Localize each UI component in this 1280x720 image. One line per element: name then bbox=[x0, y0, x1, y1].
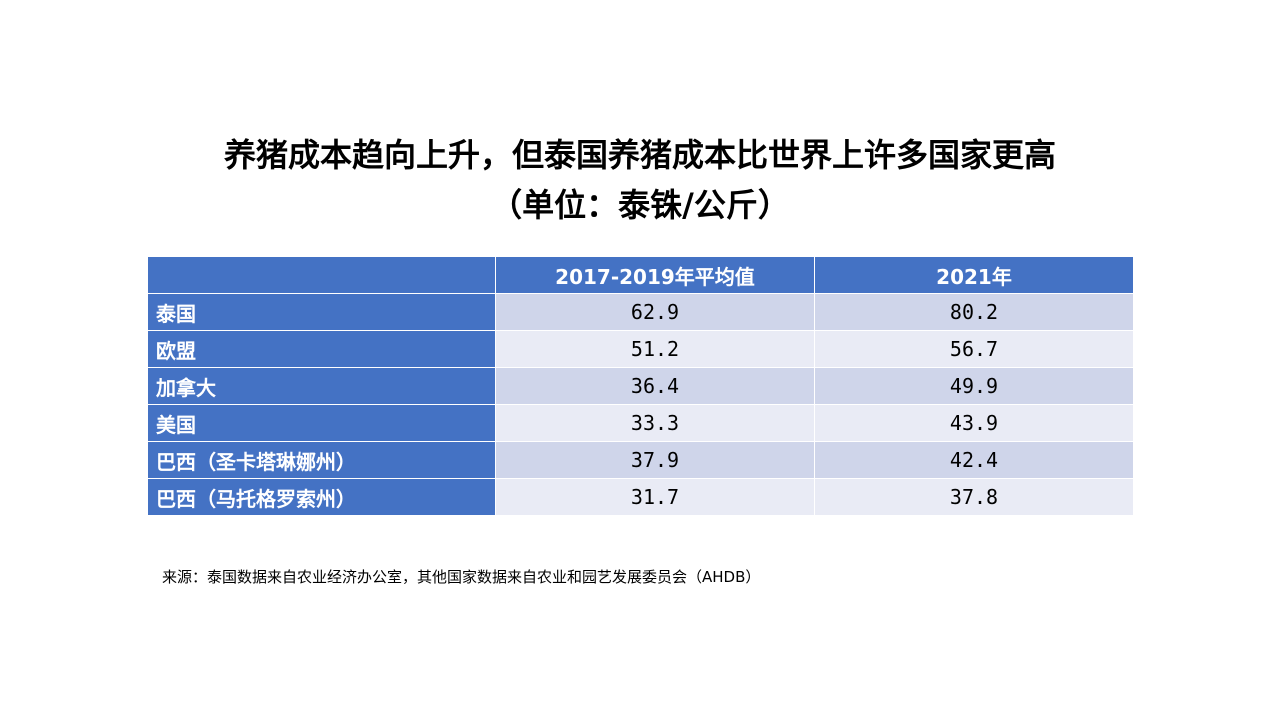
source-note: 来源：泰国数据来自农业经济办公室，其他国家数据来自农业和园艺发展委员会（AHDB… bbox=[162, 568, 761, 586]
cost-table: 2017-2019年平均值 2021年 泰国 62.9 80.2 欧盟 51.2… bbox=[147, 256, 1134, 516]
cell-avg: 62.9 bbox=[495, 293, 815, 331]
row-label: 欧盟 bbox=[147, 330, 496, 368]
header-avg-2017-2019: 2017-2019年平均值 bbox=[495, 256, 815, 294]
row-label: 巴西（马托格罗索州） bbox=[147, 478, 496, 516]
cell-avg: 36.4 bbox=[495, 367, 815, 405]
cell-2021: 49.9 bbox=[814, 367, 1134, 405]
cell-2021: 43.9 bbox=[814, 404, 1134, 442]
cell-avg: 51.2 bbox=[495, 330, 815, 368]
table-row: 加拿大 36.4 49.9 bbox=[147, 367, 1134, 405]
cell-2021: 37.8 bbox=[814, 478, 1134, 516]
table-row: 美国 33.3 43.9 bbox=[147, 404, 1134, 442]
cell-avg: 33.3 bbox=[495, 404, 815, 442]
table-header-row: 2017-2019年平均值 2021年 bbox=[147, 256, 1134, 294]
row-label: 巴西（圣卡塔琳娜州） bbox=[147, 441, 496, 479]
table-row: 泰国 62.9 80.2 bbox=[147, 293, 1134, 331]
table-row: 欧盟 51.2 56.7 bbox=[147, 330, 1134, 368]
header-2021: 2021年 bbox=[814, 256, 1134, 294]
page-title: 养猪成本趋向上升，但泰国养猪成本比世界上许多国家更高 bbox=[223, 136, 1056, 174]
header-country bbox=[147, 256, 496, 294]
table-row: 巴西（圣卡塔琳娜州） 37.9 42.4 bbox=[147, 441, 1134, 479]
table-row: 巴西（马托格罗索州） 31.7 37.8 bbox=[147, 478, 1134, 516]
page-subtitle-unit: （单位：泰铢/公斤） bbox=[490, 186, 790, 224]
row-label: 加拿大 bbox=[147, 367, 496, 405]
row-label: 美国 bbox=[147, 404, 496, 442]
cell-avg: 31.7 bbox=[495, 478, 815, 516]
row-label: 泰国 bbox=[147, 293, 496, 331]
cell-2021: 56.7 bbox=[814, 330, 1134, 368]
cell-avg: 37.9 bbox=[495, 441, 815, 479]
cell-2021: 42.4 bbox=[814, 441, 1134, 479]
cell-2021: 80.2 bbox=[814, 293, 1134, 331]
